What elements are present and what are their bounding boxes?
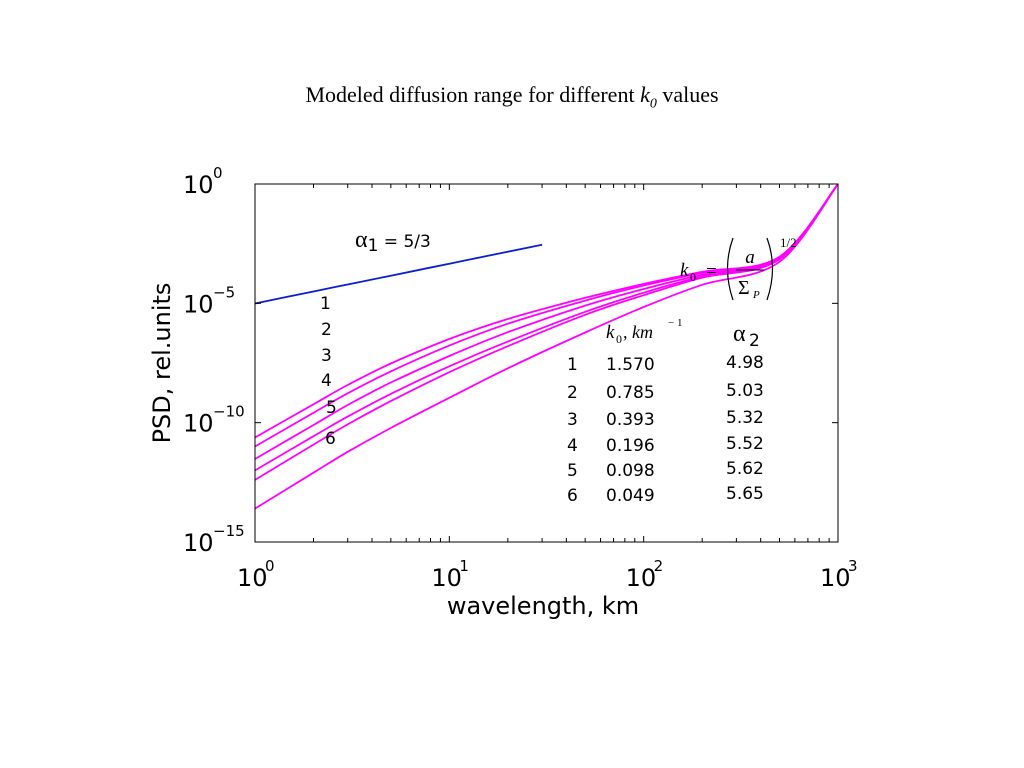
table-row-number: 2: [567, 383, 578, 403]
table-col-alpha-subscript: 2: [749, 331, 760, 351]
table-col-k0-unit: , km: [623, 322, 653, 342]
x-tick-label: 10: [626, 564, 657, 592]
x-axis-label: wavelength, km: [447, 592, 639, 620]
curve-number-label: 1: [320, 294, 331, 314]
plot-frame: [254, 183, 839, 543]
y-tick-label: 10: [183, 290, 214, 318]
formula-exponent: 1/2: [780, 235, 797, 250]
table-row-alpha2: 5.62: [726, 459, 764, 479]
reference-line-alpha1: [254, 243, 543, 305]
k0-table-header: k 0 , km − 1 α 2: [606, 317, 760, 351]
formula-right-paren: [766, 237, 774, 301]
table-row-k0: 0.049: [606, 486, 655, 506]
alpha1-value: = 5/3: [378, 232, 430, 252]
curve-number-label: 3: [321, 346, 332, 366]
title-text: Modeled diffusion range for different: [305, 82, 641, 107]
formula-denominator-subscript: P: [752, 289, 760, 301]
table-row-alpha2: 4.98: [726, 353, 764, 373]
table-row-number: 1: [567, 355, 578, 375]
axis-ticks: [254, 183, 839, 543]
title-text-suffix: values: [656, 82, 719, 107]
curve-number-label: 6: [325, 429, 336, 449]
table-row-k0: 0.098: [606, 461, 655, 481]
table-row-alpha2: 5.65: [726, 484, 764, 504]
y-tick-label-exponent: −10: [213, 403, 245, 421]
table-row-k0: 0.393: [606, 410, 655, 430]
curve-number-label: 5: [326, 398, 337, 418]
formula-k-var: k: [680, 260, 689, 281]
y-tick-label-exponent: −5: [213, 283, 235, 301]
curve-number-label: 2: [321, 320, 332, 340]
formula-k-subscript: 0: [690, 270, 696, 284]
title-variable-subscript: 0: [649, 96, 657, 112]
table-row-number: 3: [567, 410, 578, 430]
k0-formula: k 0 = a Σ P 1/2: [680, 235, 797, 301]
x-tick-label: 10: [431, 564, 462, 592]
table-row-k0: 0.785: [606, 383, 655, 403]
title-variable: k: [640, 82, 650, 107]
x-tick-label: 10: [237, 564, 268, 592]
slide-title: Modeled diffusion range for different k0…: [0, 82, 1024, 112]
x-tick-label-exponent: 2: [654, 557, 664, 575]
table-row-number: 4: [567, 436, 578, 456]
x-tick-label-exponent: 1: [459, 557, 469, 575]
psd-curve-4: [254, 183, 839, 439]
table-row-alpha2: 5.03: [726, 381, 764, 401]
curve-labels: 1 2 3 4 5 6: [320, 294, 337, 449]
formula-left-paren: [726, 237, 734, 301]
formula-denominator: Σ: [738, 277, 750, 299]
y-tick-label: 10: [183, 410, 214, 438]
formula-numerator: a: [745, 247, 755, 268]
k0-table-rows: 1 1.570 4.98 2 0.785 5.03 3 0.393 5.32 4 0.196 5.52…: [567, 353, 764, 506]
alpha1-subscript: 1: [368, 236, 379, 256]
y-axis-label: PSD, rel.units: [148, 283, 176, 444]
table-row-number: 5: [567, 461, 578, 481]
formula-equals: =: [706, 261, 717, 282]
y-tick-label-exponent: 0: [213, 164, 223, 182]
y-tick-label: 10: [183, 171, 214, 199]
psd-curve-6: [254, 183, 839, 510]
table-col-k0-unit-exponent: − 1: [668, 317, 682, 329]
table-col-k0-subscript: 0: [616, 332, 622, 346]
table-row-alpha2: 5.52: [726, 434, 764, 454]
table-row-number: 6: [567, 486, 578, 506]
y-tick-label: 10: [183, 529, 214, 557]
table-row-k0: 0.196: [606, 436, 655, 456]
psd-curve-3: [254, 183, 839, 481]
table-col-alpha-symbol: α: [733, 321, 746, 347]
x-tick-label-exponent: 3: [848, 557, 858, 575]
y-tick-label-exponent: −15: [213, 522, 245, 540]
x-tick-label: 10: [820, 564, 851, 592]
table-col-k0-var: k: [606, 322, 615, 343]
psd-curve-1: [254, 183, 839, 472]
alpha1-symbol: α: [355, 227, 368, 253]
table-row-k0: 1.570: [606, 355, 655, 375]
curve-number-label: 4: [321, 371, 332, 391]
reference-line-annotation: α1 = 5/3: [355, 227, 431, 256]
plot-lines: [254, 183, 839, 510]
x-tick-label-exponent: 0: [265, 557, 275, 575]
table-row-alpha2: 5.32: [726, 408, 764, 428]
